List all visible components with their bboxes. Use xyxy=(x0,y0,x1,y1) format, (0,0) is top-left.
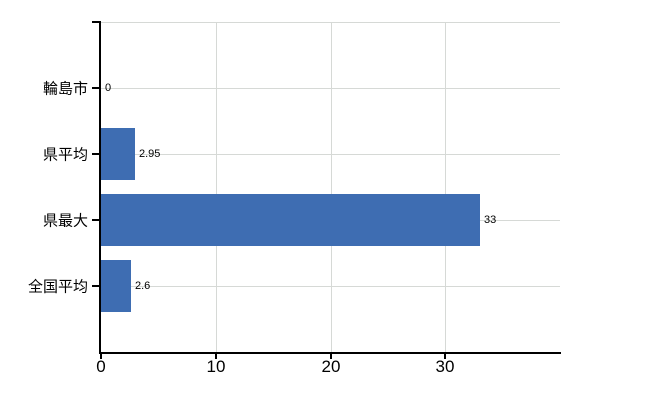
value-label: 2.95 xyxy=(139,148,161,160)
gridline-horizontal xyxy=(101,286,560,287)
category-label: 輪島市 xyxy=(42,80,88,98)
y-axis-tick xyxy=(92,219,101,221)
value-label: 2.6 xyxy=(135,280,151,292)
y-axis-tick xyxy=(92,153,101,155)
x-axis-tick xyxy=(330,354,332,359)
x-axis-tick xyxy=(215,354,217,359)
gridline-vertical xyxy=(215,22,217,352)
x-axis-line xyxy=(99,352,561,354)
value-label: 0 xyxy=(105,82,112,94)
y-axis-tick xyxy=(92,87,101,89)
gridline-horizontal xyxy=(101,88,560,89)
category-label: 全国平均 xyxy=(27,278,88,296)
gridline-horizontal xyxy=(101,154,560,155)
y-axis-top-tick xyxy=(92,21,101,23)
bar xyxy=(101,128,135,180)
gridline-vertical xyxy=(330,22,332,352)
category-label: 県最大 xyxy=(42,212,88,230)
x-axis-tick xyxy=(444,354,446,359)
gridline-vertical xyxy=(445,22,447,352)
x-axis-tick xyxy=(100,354,102,359)
y-axis-tick xyxy=(92,285,101,287)
y-axis-line xyxy=(99,22,101,354)
x-tick-label: 0 xyxy=(96,357,106,376)
bar xyxy=(101,194,480,246)
x-tick-label: 10 xyxy=(206,357,226,376)
x-tick-label: 20 xyxy=(321,357,341,376)
plot-area: 0 2.95 33 2.6 xyxy=(101,22,560,352)
x-tick-label: 30 xyxy=(435,357,455,376)
category-label: 県平均 xyxy=(42,146,88,164)
bar xyxy=(101,260,131,312)
value-label: 33 xyxy=(484,214,497,226)
